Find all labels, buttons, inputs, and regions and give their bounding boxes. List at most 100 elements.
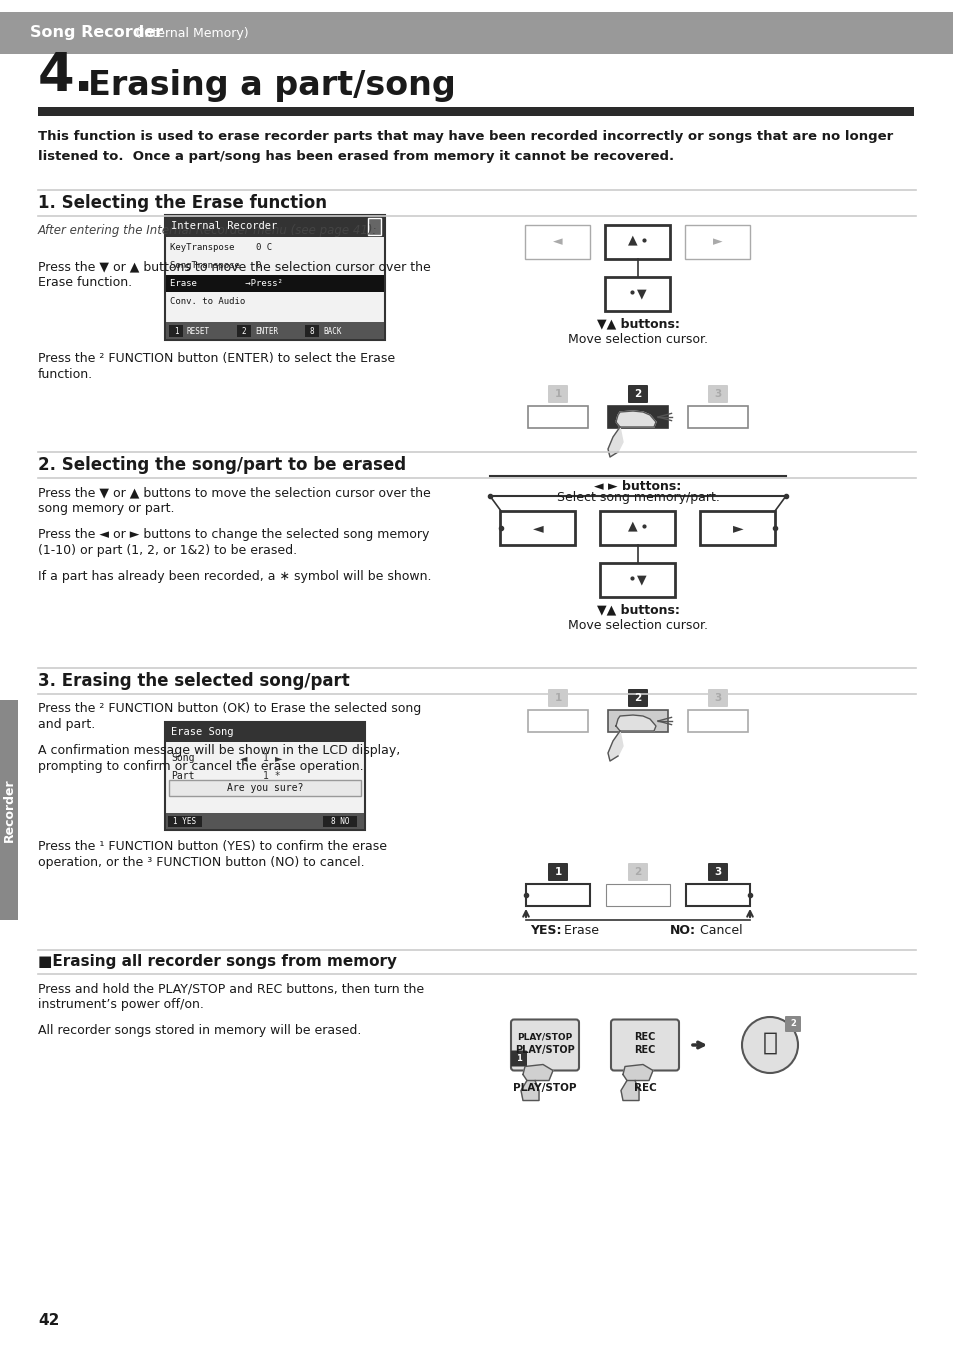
Text: ◄ ► buttons:: ◄ ► buttons: [594,479,680,493]
Text: After entering the Internal Recorder menu (see page 41):: After entering the Internal Recorder men… [38,224,377,238]
Text: 8: 8 [310,327,314,336]
Text: ◄: ◄ [532,521,543,535]
Text: Erase Song: Erase Song [171,728,233,737]
Text: Erase function.: Erase function. [38,275,132,289]
Text: instrument’s power off/on.: instrument’s power off/on. [38,998,204,1011]
Text: (Internal Memory): (Internal Memory) [132,27,249,39]
FancyBboxPatch shape [169,325,183,338]
Text: BACK: BACK [323,327,341,336]
FancyBboxPatch shape [607,406,667,428]
Text: 4.: 4. [38,50,94,103]
Text: A confirmation message will be shown in the LCD display,: A confirmation message will be shown in … [38,744,400,757]
FancyBboxPatch shape [168,815,202,828]
Text: 2: 2 [634,867,641,878]
Text: Erase: Erase [559,923,598,937]
FancyBboxPatch shape [166,323,384,339]
FancyBboxPatch shape [685,225,750,259]
Text: Song: Song [171,753,194,763]
FancyBboxPatch shape [525,884,589,906]
Text: 42: 42 [38,1314,59,1328]
FancyBboxPatch shape [547,688,567,707]
Text: 2: 2 [789,1019,795,1029]
Text: listened to.  Once a part/song has been erased from memory it cannot be recovere: listened to. Once a part/song has been e… [38,150,674,163]
Text: Press the ² FUNCTION button (OK) to Erase the selected song: Press the ² FUNCTION button (OK) to Eras… [38,702,421,716]
FancyBboxPatch shape [607,710,667,732]
Text: 1: 1 [173,327,178,336]
FancyBboxPatch shape [605,884,669,906]
FancyBboxPatch shape [368,217,380,235]
Text: Part: Part [171,771,194,782]
Text: and part.: and part. [38,718,95,730]
Text: song memory or part.: song memory or part. [38,502,174,514]
FancyBboxPatch shape [166,724,364,742]
FancyBboxPatch shape [323,815,356,828]
Text: Conv. to Audio: Conv. to Audio [170,297,245,305]
FancyBboxPatch shape [627,385,647,404]
FancyBboxPatch shape [511,1019,578,1071]
Text: 1: 1 [516,1054,521,1062]
Text: 3: 3 [714,867,720,878]
Text: 1 YES: 1 YES [173,817,196,826]
Text: ◄: ◄ [240,753,247,763]
Text: Move selection cursor.: Move selection cursor. [567,333,707,346]
Text: (1-10) or part (1, 2, or 1&2) to be erased.: (1-10) or part (1, 2, or 1&2) to be eras… [38,544,296,558]
FancyBboxPatch shape [0,701,18,919]
Text: Erasing a part/song: Erasing a part/song [88,69,456,103]
Text: KeyTranspose    0 C: KeyTranspose 0 C [170,243,272,251]
Text: Press the ² FUNCTION button (ENTER) to select the Erase: Press the ² FUNCTION button (ENTER) to s… [38,352,395,365]
Text: 2: 2 [634,693,641,703]
Text: ■Erasing all recorder songs from memory: ■Erasing all recorder songs from memory [38,954,396,969]
Polygon shape [620,1080,639,1100]
Text: PLAY/STOP: PLAY/STOP [515,1045,575,1054]
Text: Press the ▼ or ▲ buttons to move the selection cursor over the: Press the ▼ or ▲ buttons to move the sel… [38,261,431,273]
Text: 2: 2 [241,327,246,336]
Text: 2: 2 [634,389,641,400]
Text: Recorder: Recorder [3,778,15,842]
Text: ▼: ▼ [637,574,646,586]
Text: operation, or the ³ FUNCTION button (NO) to cancel.: operation, or the ³ FUNCTION button (NO)… [38,856,364,869]
FancyBboxPatch shape [165,215,385,340]
FancyBboxPatch shape [525,225,590,259]
Text: ⏻: ⏻ [761,1031,777,1054]
Text: NO:: NO: [669,923,696,937]
FancyBboxPatch shape [687,406,747,428]
Text: Press the ◄ or ► buttons to change the selected song memory: Press the ◄ or ► buttons to change the s… [38,528,429,541]
Text: SongTranspose   0: SongTranspose 0 [170,261,261,270]
FancyBboxPatch shape [547,385,567,404]
Text: 1: 1 [263,753,269,763]
Text: ▼▲ buttons:: ▼▲ buttons: [596,317,679,329]
Text: 3: 3 [714,693,720,703]
Text: 1. Selecting the Erase function: 1. Selecting the Erase function [38,194,327,212]
Text: 1: 1 [554,693,561,703]
FancyBboxPatch shape [165,722,365,830]
Text: 8 NO: 8 NO [331,817,349,826]
Text: ▼: ▼ [637,288,646,301]
Circle shape [741,1017,797,1073]
Text: If a part has already been recorded, a ∗ symbol will be shown.: If a part has already been recorded, a ∗… [38,570,431,583]
Text: REC: REC [634,1045,655,1054]
Text: YES:: YES: [530,923,561,937]
Polygon shape [607,427,622,458]
Polygon shape [616,716,656,730]
Text: ▲: ▲ [627,234,638,247]
Text: 1: 1 [554,389,561,400]
FancyBboxPatch shape [305,325,318,338]
FancyBboxPatch shape [599,563,675,597]
Text: All recorder songs stored in memory will be erased.: All recorder songs stored in memory will… [38,1025,361,1037]
Text: ►: ► [713,235,722,248]
Text: Press the ▼ or ▲ buttons to move the selection cursor over the: Press the ▼ or ▲ buttons to move the sel… [38,486,431,500]
FancyBboxPatch shape [38,107,913,116]
Text: ◄: ◄ [553,235,562,248]
Text: PLAY/STOP: PLAY/STOP [513,1083,577,1094]
FancyBboxPatch shape [500,512,575,545]
Polygon shape [520,1080,538,1100]
Text: ▼▲ buttons:: ▼▲ buttons: [596,603,679,616]
Text: PLAY/STOP: PLAY/STOP [517,1033,572,1041]
FancyBboxPatch shape [166,813,364,829]
FancyBboxPatch shape [687,710,747,732]
FancyBboxPatch shape [527,710,587,732]
FancyBboxPatch shape [627,863,647,882]
FancyBboxPatch shape [0,12,953,54]
Text: Move selection cursor.: Move selection cursor. [567,620,707,632]
Text: REC: REC [633,1083,656,1094]
